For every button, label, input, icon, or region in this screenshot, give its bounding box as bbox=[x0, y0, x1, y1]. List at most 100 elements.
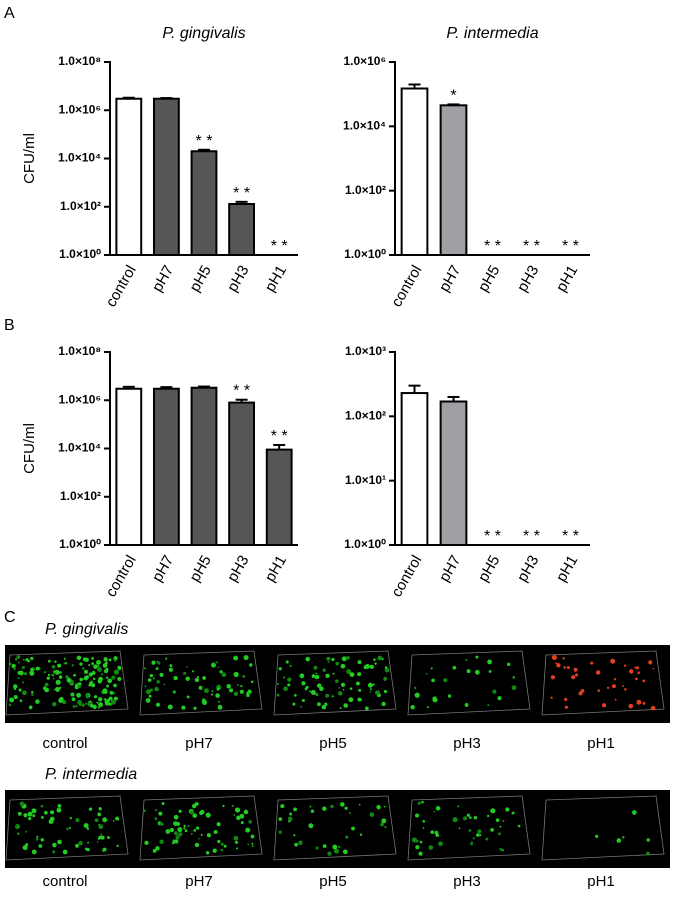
cell bbox=[47, 659, 51, 663]
cell bbox=[563, 666, 566, 669]
cell bbox=[178, 832, 183, 837]
cell bbox=[360, 698, 363, 701]
annotation: * * bbox=[484, 528, 501, 545]
cell bbox=[115, 816, 120, 821]
annotation: * * bbox=[523, 238, 540, 255]
cell bbox=[612, 684, 616, 689]
cell bbox=[325, 693, 330, 698]
cell bbox=[556, 663, 561, 668]
cell bbox=[646, 851, 650, 856]
cell bbox=[25, 658, 29, 662]
cell bbox=[92, 704, 97, 710]
cell bbox=[383, 689, 388, 694]
cell bbox=[79, 677, 83, 682]
cell bbox=[468, 829, 472, 832]
cell bbox=[236, 684, 239, 686]
cell bbox=[505, 807, 510, 812]
cell bbox=[98, 823, 100, 826]
cell bbox=[145, 689, 152, 695]
cell bbox=[606, 686, 610, 689]
cell bbox=[27, 811, 33, 817]
cell bbox=[595, 834, 599, 838]
x-tick-label: pH7 bbox=[149, 262, 177, 294]
cell bbox=[174, 831, 179, 836]
error-bar bbox=[122, 96, 135, 99]
cell bbox=[28, 705, 33, 710]
image-box bbox=[541, 650, 665, 716]
cell bbox=[102, 663, 108, 668]
y-tick-label: 1.0×10⁴ bbox=[58, 441, 101, 455]
cell bbox=[107, 836, 110, 840]
cell bbox=[373, 658, 376, 661]
cell bbox=[43, 671, 46, 674]
cell bbox=[32, 814, 36, 818]
cell bbox=[62, 849, 68, 855]
error-bar bbox=[273, 443, 286, 450]
cell bbox=[81, 703, 85, 707]
annotation: * * bbox=[271, 428, 288, 445]
annotation: * * bbox=[523, 528, 540, 545]
cell bbox=[377, 655, 383, 661]
cell bbox=[155, 667, 159, 670]
cell bbox=[383, 678, 387, 682]
cell bbox=[375, 690, 380, 696]
cell bbox=[466, 669, 471, 674]
cell bbox=[64, 662, 68, 665]
error-bar bbox=[408, 384, 421, 394]
cell bbox=[418, 851, 423, 856]
cell bbox=[30, 667, 34, 672]
cell bbox=[340, 802, 345, 807]
cell bbox=[215, 661, 218, 664]
cell bbox=[419, 840, 423, 844]
image-strip bbox=[5, 645, 670, 723]
cell bbox=[326, 656, 331, 661]
cell bbox=[425, 673, 428, 675]
cell bbox=[374, 662, 377, 665]
y-tick-label: 1.0×10² bbox=[345, 183, 386, 197]
cell bbox=[49, 810, 55, 815]
cell bbox=[414, 692, 420, 698]
cell bbox=[71, 664, 74, 667]
cell bbox=[217, 839, 221, 844]
bar bbox=[115, 387, 143, 546]
y-tick-label: 1.0×10² bbox=[60, 199, 101, 213]
cell bbox=[310, 689, 316, 695]
cell bbox=[376, 804, 381, 810]
cell bbox=[357, 660, 362, 665]
cell bbox=[22, 658, 25, 661]
cell bbox=[52, 850, 56, 854]
bar bbox=[439, 104, 468, 256]
cell bbox=[194, 677, 200, 683]
bar bbox=[152, 387, 180, 546]
cell bbox=[152, 661, 154, 664]
cell bbox=[634, 666, 637, 669]
cell bbox=[250, 834, 255, 839]
cell bbox=[19, 801, 25, 807]
x-tick-label: control bbox=[388, 552, 425, 599]
cell bbox=[110, 699, 117, 705]
cell bbox=[367, 682, 373, 688]
cell bbox=[169, 664, 173, 668]
cell bbox=[575, 673, 579, 677]
cell bbox=[247, 689, 252, 694]
cell bbox=[339, 707, 342, 709]
cell bbox=[94, 818, 99, 823]
cell bbox=[46, 676, 50, 680]
error-bar bbox=[235, 398, 248, 403]
bar bbox=[190, 386, 218, 546]
error-bar bbox=[447, 103, 460, 106]
image-box bbox=[139, 795, 263, 861]
cell bbox=[236, 847, 239, 850]
cell bbox=[13, 667, 16, 671]
cell bbox=[213, 830, 218, 834]
cell bbox=[333, 848, 340, 854]
chart-title: P. intermedia bbox=[446, 25, 538, 42]
cell bbox=[69, 826, 72, 829]
x-tick-label: pH3 bbox=[514, 262, 542, 294]
cell bbox=[152, 848, 157, 853]
cell bbox=[473, 815, 478, 820]
cell bbox=[16, 832, 20, 836]
cell bbox=[17, 671, 22, 675]
cell bbox=[421, 800, 424, 804]
cell bbox=[431, 678, 435, 683]
